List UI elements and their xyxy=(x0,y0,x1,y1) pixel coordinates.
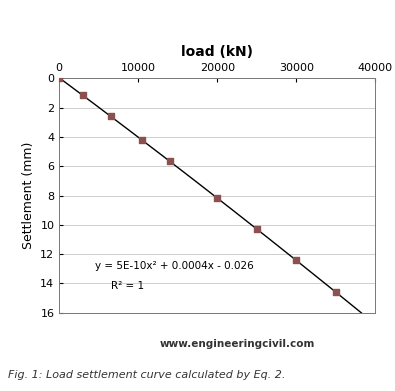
Point xyxy=(107,113,114,119)
Point xyxy=(333,289,339,295)
Y-axis label: Settlement (mm): Settlement (mm) xyxy=(22,142,35,249)
Text: y = 5E-10x² + 0.0004x - 0.026: y = 5E-10x² + 0.0004x - 0.026 xyxy=(95,262,254,271)
Point xyxy=(56,75,62,81)
Point xyxy=(254,226,260,232)
Point xyxy=(139,137,145,143)
Point xyxy=(293,257,299,264)
Text: www.engineeringcivil.com: www.engineeringcivil.com xyxy=(159,339,315,349)
X-axis label: load (kN): load (kN) xyxy=(181,45,253,59)
Text: R² = 1: R² = 1 xyxy=(111,281,144,291)
Point xyxy=(80,92,86,99)
Point xyxy=(214,195,220,201)
Text: Fig. 1: Load settlement curve calculated by Eq. 2.: Fig. 1: Load settlement curve calculated… xyxy=(8,370,285,380)
Point xyxy=(167,158,173,165)
